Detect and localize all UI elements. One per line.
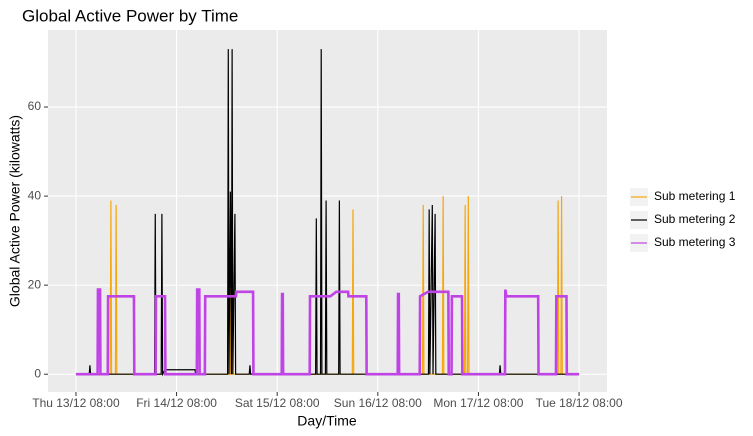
y-tick-label: 40 (28, 188, 42, 202)
x-tick-label: Sat 15/12 08:00 (235, 396, 320, 410)
x-tick-label: Tue 18/12 08:00 (536, 396, 623, 410)
series-line (75, 288, 580, 376)
series-line (75, 49, 580, 377)
x-tick-label: Thu 13/12 08:00 (32, 396, 120, 410)
legend-label: Sub metering 1 (654, 189, 736, 203)
y-tick-label: 0 (34, 366, 41, 380)
legend-label: Sub metering 3 (654, 235, 736, 249)
y-tick-label: 60 (28, 99, 42, 113)
x-axis-title: Day/Time (297, 413, 357, 429)
x-tick-label: Fri 14/12 08:00 (136, 396, 217, 410)
y-axis-title: Global Active Power (kilowatts) (7, 115, 23, 307)
legend-label: Sub metering 2 (654, 212, 736, 226)
chart-title: Global Active Power by Time (22, 6, 238, 25)
x-tick-label: Sun 16/12 08:00 (334, 396, 422, 410)
plot-background (48, 30, 607, 392)
y-tick-label: 20 (28, 277, 42, 291)
x-tick-label: Mon 17/12 08:00 (433, 396, 523, 410)
